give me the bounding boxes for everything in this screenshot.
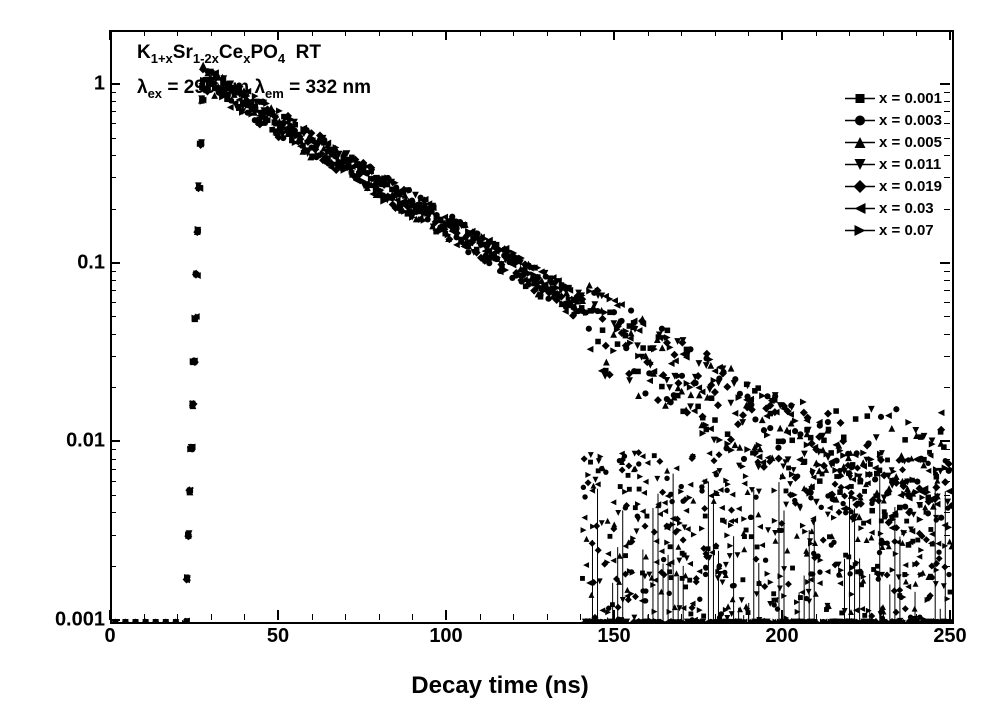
legend-marker-icon	[845, 202, 875, 215]
legend-item: x = 0.005	[845, 131, 942, 153]
legend-label: x = 0.07	[879, 222, 934, 239]
y-tick-label: 1	[94, 72, 105, 95]
legend-label: x = 0.001	[879, 90, 942, 107]
y-tick-label: 0.1	[77, 251, 105, 274]
x-tick-label: 0	[104, 625, 115, 648]
x-tick-label: 200	[765, 625, 798, 648]
x-axis-label: Decay time (ns)	[411, 672, 588, 700]
legend: x = 0.001 x = 0.003 x = 0.005 x = 0.011 …	[845, 87, 942, 241]
x-tick-label: 250	[933, 625, 966, 648]
legend-label: x = 0.011	[879, 156, 941, 173]
decay-curve-plot	[112, 32, 952, 622]
x-tick-label: 150	[597, 625, 630, 648]
legend-item: x = 0.03	[845, 197, 942, 219]
plot-area: K1+xSr1-2xCexPO4 RT λex = 290 nm λem = 3…	[110, 30, 954, 624]
legend-item: x = 0.07	[845, 219, 942, 241]
x-tick-label: 50	[267, 625, 289, 648]
legend-label: x = 0.003	[879, 112, 942, 129]
legend-marker-icon	[845, 158, 875, 171]
compound-formula-annotation: K1+xSr1-2xCexPO4 RT	[137, 42, 321, 66]
legend-label: x = 0.019	[879, 178, 942, 195]
legend-marker-icon	[845, 92, 875, 105]
legend-item: x = 0.019	[845, 175, 942, 197]
legend-marker-icon	[845, 224, 875, 237]
legend-label: x = 0.03	[879, 200, 934, 217]
legend-item: x = 0.001	[845, 87, 942, 109]
chart-container: Logarithmic Intensity (a.u.) Decay time …	[0, 0, 1000, 715]
wavelength-annotation: λex = 290 nm λem = 332 nm	[137, 77, 371, 101]
legend-marker-icon	[845, 136, 875, 149]
legend-item: x = 0.003	[845, 109, 942, 131]
x-tick-label: 100	[429, 625, 462, 648]
legend-marker-icon	[845, 180, 875, 193]
y-tick-label: 0.001	[55, 609, 105, 632]
legend-item: x = 0.011	[845, 153, 942, 175]
y-tick-label: 0.01	[66, 430, 105, 453]
legend-label: x = 0.005	[879, 134, 942, 151]
legend-marker-icon	[845, 114, 875, 127]
